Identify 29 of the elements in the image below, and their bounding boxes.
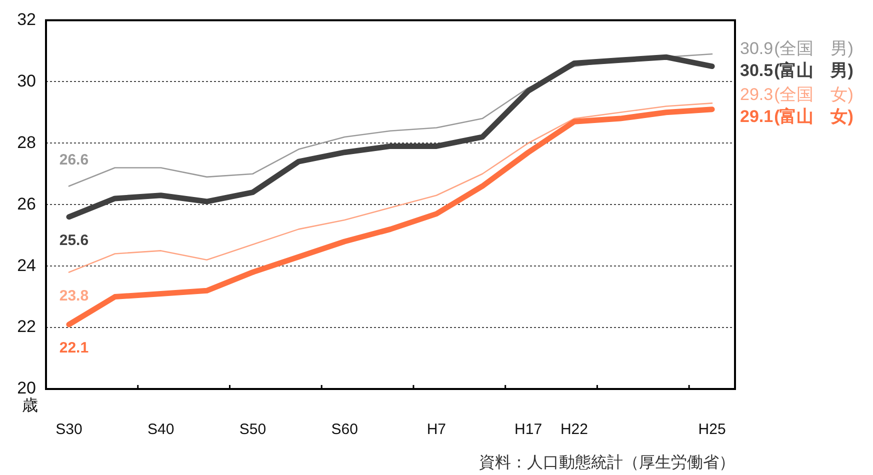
text: (富山 男) xyxy=(774,60,854,80)
data-label: 23.8 xyxy=(59,287,89,304)
data-label: 29.1 xyxy=(740,106,774,126)
text: 資料：人口動態統計（厚生労働省） xyxy=(479,453,735,472)
y-axis-title: 歳 xyxy=(22,396,38,414)
y-tick-label: 22 xyxy=(17,317,36,336)
y-tick-label: 32 xyxy=(17,10,36,29)
text: (全国 男) xyxy=(774,38,854,58)
x-tick-label: H17 xyxy=(514,421,542,438)
y-tick-label: 28 xyxy=(17,132,36,152)
data-label: 26.6 xyxy=(59,151,89,168)
data-label: 22.1 xyxy=(59,340,89,357)
x-tick-label: H25 xyxy=(698,421,726,438)
x-tick-label: H7 xyxy=(426,421,446,438)
x-tick-label: S30 xyxy=(56,421,82,438)
x-tick-label: S50 xyxy=(239,421,266,438)
y-tick-label: 26 xyxy=(17,194,36,214)
text: (富山 女) xyxy=(774,106,854,126)
data-label: 30.9 xyxy=(740,38,774,58)
y-tick-label: 24 xyxy=(17,256,36,275)
x-tick-label: S40 xyxy=(147,421,174,438)
x-tick-label: H22 xyxy=(560,421,588,438)
data-label: 25.6 xyxy=(59,232,89,250)
y-tick-label: 30 xyxy=(17,71,36,90)
y-tick-label: 20 xyxy=(17,378,36,398)
x-tick-label: S60 xyxy=(331,421,358,438)
text: (全国 女) xyxy=(774,84,854,104)
data-label: 30.5 xyxy=(740,60,774,80)
data-label: 29.3 xyxy=(740,84,774,104)
